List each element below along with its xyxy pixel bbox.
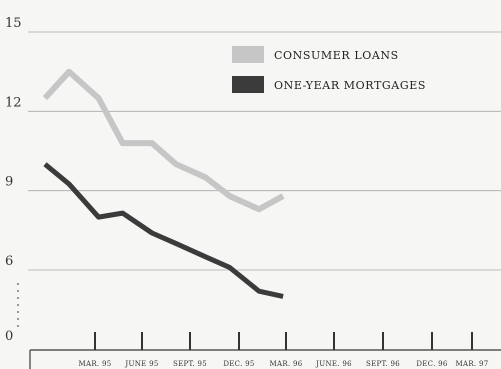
x-tick-label: DEC. 95: [223, 360, 254, 368]
legend-label: ONE-YEAR MORTGAGES: [274, 79, 426, 92]
x-tick-label: SEPT. 95: [173, 360, 207, 368]
series-line-one-year-mortgages: [43, 162, 284, 299]
x-tick-label: JUNE 95: [124, 360, 158, 368]
x-axis: MAR. 95 JUNE 95 SEPT. 95 DEC. 95 MAR. 96 JUNE…: [29, 332, 501, 369]
y-tick-label-0: 0: [5, 329, 13, 344]
x-tick-label: MAR. 97: [456, 360, 489, 368]
legend: CONSUMER LOANS ONE-YEAR MORTGAGES: [232, 46, 426, 93]
x-tick-label: JUNE. 96: [315, 360, 352, 368]
legend-swatch: [232, 76, 264, 93]
axis-break-dot: [17, 290, 19, 292]
axis-break-dot: [17, 304, 19, 306]
series-line-consumer-loans: [42, 68, 285, 213]
axis-break-dot: [17, 325, 19, 327]
y-tick-labels: 0 6 9 12 15: [5, 16, 22, 344]
legend-swatch: [232, 46, 264, 63]
y-tick-label-6: 6: [5, 254, 13, 269]
axis-break-dot: [17, 311, 19, 313]
y-tick-label-15: 15: [5, 16, 22, 31]
axis-break-dot: [17, 297, 19, 299]
x-tick-label: MAR. 95: [79, 360, 112, 368]
x-tick-label: SEPT. 96: [366, 360, 400, 368]
y-tick-label-9: 9: [5, 175, 13, 190]
axis-break-dot: [17, 318, 19, 320]
grid-lines: [28, 31, 501, 271]
axis-break-dots: [17, 283, 19, 327]
x-tick-label: DEC. 96: [416, 360, 448, 368]
series-lines: [42, 68, 285, 299]
y-tick-label-12: 12: [5, 95, 22, 110]
x-tick-label: MAR. 96: [270, 360, 303, 368]
legend-label: CONSUMER LOANS: [274, 49, 399, 62]
axis-break-dot: [17, 283, 19, 285]
